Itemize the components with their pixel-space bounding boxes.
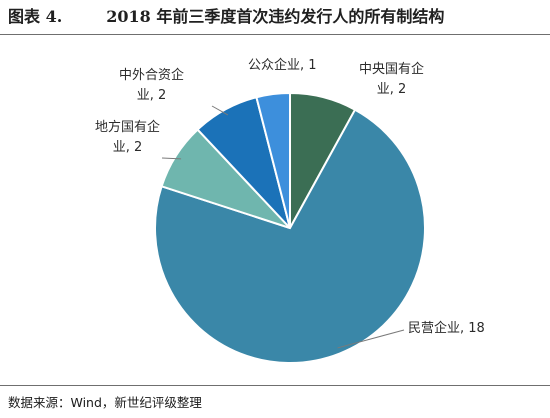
slice-label-private: 民营企业, 18 <box>408 319 485 339</box>
data-source-note: 数据来源：Wind，新世纪评级整理 <box>8 395 202 410</box>
slice-label-local-soe-line2: 业, 2 <box>112 140 143 155</box>
pie-slice-private <box>154 108 426 364</box>
figure-title-text: 2018 年前三季度首次违约发行人的所有制结构 <box>106 7 445 26</box>
slice-label-sino-foreign-line2: 业, 2 <box>136 88 167 103</box>
slice-label-private-line1: 民营企业, 18 <box>408 321 485 336</box>
figure-title: 图表 4. 2018 年前三季度首次违约发行人的所有制结构 <box>8 4 444 30</box>
slice-label-sino-foreign-line1: 中外合资企 <box>119 68 185 83</box>
slice-label-public: 公众企业, 1 <box>248 56 317 76</box>
leader-line-local-soe <box>161 157 182 160</box>
leader-line-private <box>337 329 405 349</box>
leader-lines <box>161 105 405 349</box>
slice-label-local-soe: 地方国有企 业, 2 <box>95 118 160 158</box>
pie-slices <box>154 91 426 364</box>
slice-label-local-soe-line1: 地方国有企 <box>95 120 161 135</box>
slice-label-central-soe-line1: 中央国有企 <box>359 62 425 77</box>
slice-label-public-line1: 公众企业, 1 <box>248 58 317 73</box>
title-divider <box>0 34 550 35</box>
slice-label-central-soe-line2: 业, 2 <box>376 82 407 97</box>
slice-label-central-soe: 中央国有企 业, 2 <box>359 60 424 100</box>
leader-line-sino-foreign <box>211 105 229 116</box>
pie-slice-public <box>255 91 291 229</box>
slice-label-sino-foreign: 中外合资企 业, 2 <box>119 66 184 106</box>
figure-number: 图表 4. <box>8 7 63 26</box>
source-divider <box>0 385 550 386</box>
